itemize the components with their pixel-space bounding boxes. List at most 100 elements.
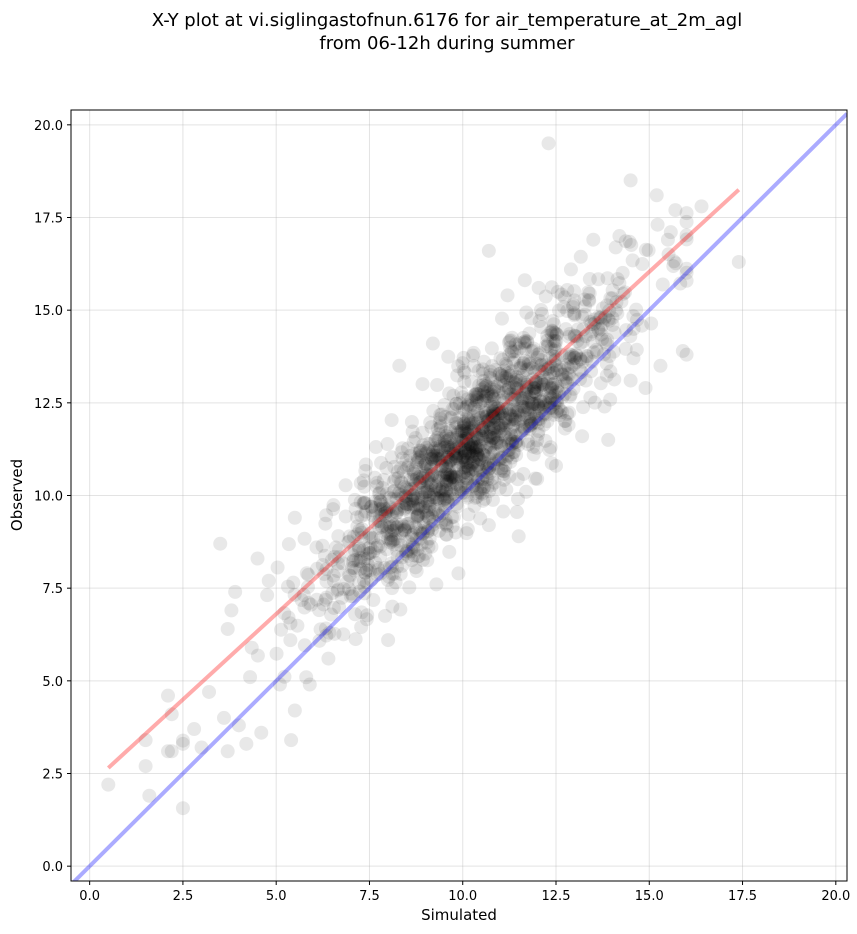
data-point: [531, 280, 546, 295]
data-point: [500, 449, 515, 464]
data-point: [475, 431, 490, 446]
data-point: [502, 407, 517, 422]
data-point: [577, 307, 592, 322]
data-point: [541, 394, 556, 409]
data-point: [557, 421, 572, 436]
data-point: [356, 573, 371, 588]
data-point: [422, 511, 437, 526]
data-point: [326, 600, 341, 615]
data-point: [419, 503, 434, 518]
data-point: [531, 398, 546, 413]
data-point: [420, 523, 435, 538]
data-point: [338, 509, 353, 524]
data-point: [603, 392, 618, 407]
data-point: [461, 413, 476, 428]
data-point: [385, 566, 400, 581]
data-point: [319, 590, 334, 605]
data-point: [461, 420, 476, 435]
data-point: [313, 622, 328, 637]
data-point: [406, 539, 421, 554]
data-point: [356, 496, 371, 511]
data-point: [461, 461, 476, 476]
data-point: [372, 486, 387, 501]
data-point: [328, 540, 343, 555]
data-point: [470, 390, 485, 405]
data-point: [400, 460, 415, 475]
data-point: [274, 622, 289, 637]
data-point: [509, 505, 524, 520]
data-point: [419, 479, 434, 494]
data-point: [506, 355, 521, 370]
data-point: [563, 387, 578, 402]
data-point: [438, 459, 453, 474]
data-point: [480, 472, 495, 487]
data-point: [392, 502, 407, 517]
data-point: [457, 464, 472, 479]
data-point: [440, 489, 455, 504]
data-point: [395, 523, 410, 538]
data-point: [626, 321, 641, 336]
data-point: [435, 454, 450, 469]
data-point: [422, 489, 437, 504]
data-point: [380, 573, 395, 588]
data-point: [384, 559, 399, 574]
data-point: [460, 490, 475, 505]
data-point: [439, 482, 454, 497]
data-point: [483, 399, 498, 414]
data-point: [565, 300, 580, 315]
data-point: [398, 546, 413, 561]
data-point: [452, 439, 467, 454]
data-point: [539, 376, 554, 391]
data-point: [332, 542, 347, 557]
data-point: [538, 362, 553, 377]
data-point: [481, 420, 496, 435]
data-point: [519, 362, 534, 377]
data-point: [426, 449, 441, 464]
data-point: [412, 469, 427, 484]
data-point: [506, 399, 521, 414]
data-point: [471, 450, 486, 465]
data-point: [382, 560, 397, 575]
data-point: [478, 405, 493, 420]
data-point: [400, 544, 415, 559]
data-point: [357, 586, 372, 601]
data-point: [377, 518, 392, 533]
data-point: [517, 273, 532, 288]
data-point: [511, 403, 526, 418]
data-point: [428, 448, 443, 463]
data-point: [587, 312, 602, 327]
data-point: [532, 403, 547, 418]
data-point: [417, 471, 432, 486]
data-point: [544, 327, 559, 342]
data-point: [359, 562, 374, 577]
data-point: [389, 492, 404, 507]
data-point: [595, 317, 610, 332]
data-point: [508, 412, 523, 427]
data-point: [481, 243, 496, 258]
data-point: [451, 566, 466, 581]
data-point: [448, 449, 463, 464]
data-point: [460, 471, 475, 486]
data-point: [336, 581, 351, 596]
data-point: [517, 354, 532, 369]
data-point: [487, 392, 502, 407]
data-point: [315, 558, 330, 573]
data-point: [487, 444, 502, 459]
data-point: [394, 460, 409, 475]
data-point: [519, 382, 534, 397]
data-point: [409, 460, 424, 475]
data-point: [175, 736, 190, 751]
data-point: [503, 427, 518, 442]
data-point: [571, 322, 586, 337]
data-point: [459, 400, 474, 415]
data-point: [451, 359, 466, 374]
data-point: [283, 616, 298, 631]
data-point: [394, 558, 409, 573]
data-point: [402, 516, 417, 531]
data-point: [412, 549, 427, 564]
data-point: [485, 384, 500, 399]
data-point: [557, 290, 572, 305]
data-point: [419, 484, 434, 499]
data-point: [529, 385, 544, 400]
data-point: [638, 381, 653, 396]
